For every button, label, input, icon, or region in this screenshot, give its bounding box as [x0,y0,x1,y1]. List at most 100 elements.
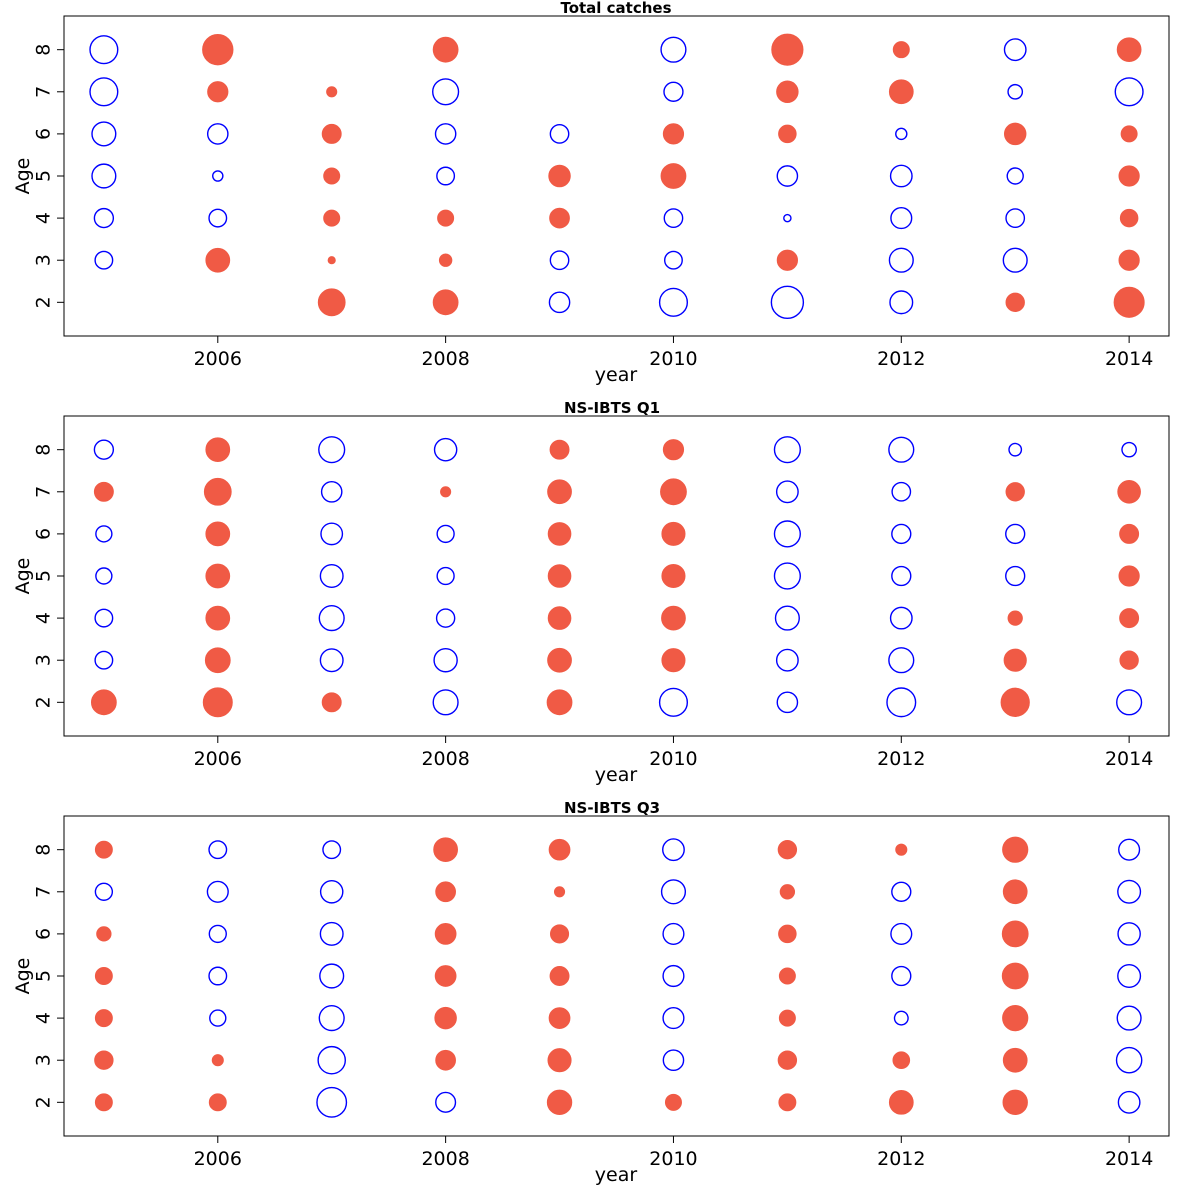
residual-bubble-positive [208,1093,227,1112]
residual-bubble-positive [207,81,229,103]
residual-bubble-positive [661,648,686,673]
residual-bubble-positive [1003,122,1027,146]
residual-bubble-negative [209,1009,227,1027]
residual-bubble-negative [1117,879,1142,904]
residual-bubble-positive [94,1009,113,1028]
residual-bubble-positive [779,884,796,900]
residual-bubble-positive [437,209,455,227]
residual-bubble-negative [208,924,227,944]
residual-bubble-negative [1114,77,1144,107]
residual-bubble-positive [660,478,687,506]
residual-bubble-negative [319,648,344,673]
residual-bubble-negative [889,606,913,630]
residual-bubble-negative [322,840,342,860]
x-tick-label: 2006 [194,348,242,370]
residual-bubble-positive [1007,610,1023,626]
residual-bubble-positive [94,840,113,859]
residual-bubble-negative [893,1010,909,1026]
residual-bubble-positive [434,1006,457,1030]
residual-bubble-negative [891,481,912,502]
residual-bubble-negative [891,565,912,587]
x-tick-label: 2010 [649,1148,697,1170]
residual-bubble-negative [208,966,228,986]
residual-bubble-negative [319,563,344,589]
residual-bubble-positive [90,689,117,716]
residual-bubble-negative [773,436,801,464]
residual-bubble-negative [1117,1090,1141,1114]
y-tick-label: 5 [33,170,55,182]
residual-bubble-positive [662,123,685,145]
residual-bubble-negative [775,480,799,504]
residual-bubble-negative [432,689,459,716]
residual-bubble-positive [548,1007,571,1029]
residual-bubble-positive [1119,650,1139,670]
residual-bubble-positive [205,605,231,631]
residual-bubble-positive [205,521,231,547]
residual-bubble-negative [1005,523,1026,545]
residual-bubble-positive [547,479,572,505]
residual-bubble-positive [1002,879,1028,905]
residual-bubble-negative [889,164,913,188]
residual-bubble-negative [773,520,801,548]
residual-bubble-positive [205,247,231,273]
residual-bubble-negative [775,648,799,672]
residual-bubble-positive [778,967,796,985]
residual-bubble-positive [434,923,457,945]
y-tick-label: 8 [33,444,55,456]
residual-bubble-negative [208,840,228,860]
residual-bubble-negative [549,124,570,144]
residual-bubble-positive [1002,1005,1029,1032]
y-axis: 2 3 4 5 6 7 8 [33,444,64,708]
residual-bubble-negative [890,207,913,230]
residual-bubble-negative [886,687,917,718]
y-tick-label: 4 [33,212,55,224]
residual-bubble-positive [771,33,804,66]
residual-bubble-negative [662,1049,685,1072]
residual-bubble-positive [1003,648,1027,672]
residual-bubble-negative [888,436,915,463]
residual-bubble-positive [547,564,572,588]
residual-bubble-negative [548,291,571,314]
residual-bubble-negative [95,525,113,543]
residual-bubble-positive [892,41,910,59]
residual-bubble-positive [660,163,687,189]
residual-bubble-negative [317,1045,346,1075]
panel-title: Total catches [560,0,671,17]
residual-bubble-negative [1116,1005,1142,1031]
residual-bubble-negative [549,250,570,271]
y-axis: 2 3 4 5 6 7 8 [33,44,64,308]
residual-bubble-positive [548,838,571,861]
y-tick-label: 2 [33,1096,55,1108]
residual-bubble-positive [433,837,458,863]
residual-bubble-negative [1002,247,1028,273]
bubble-layer [90,436,1143,718]
residual-bubble-negative [888,647,915,674]
residual-bubble-positive [549,966,570,986]
residual-bubble-negative [206,123,229,145]
residual-bubble-positive [1118,165,1140,187]
panel-title: NS-IBTS Q3 [564,799,660,817]
residual-bubble-negative [319,921,344,946]
y-tick-label: 4 [33,1012,55,1024]
residual-bubble-negative [434,123,457,145]
residual-bubble-negative [93,439,115,460]
panel-ns-ibts-q1: NS-IBTS Q1 2006 2008 2010 2012 2014 2345678 … [12,399,1170,786]
residual-bubble-positive [1000,687,1030,717]
residual-bubble-negative [94,250,114,270]
residual-bubble-positive [323,209,341,227]
residual-bubble-negative [1007,83,1024,100]
residual-bubble-negative [1003,38,1027,62]
residual-bubble-positive [547,647,572,673]
residual-bubble-negative [91,121,117,147]
residual-bubble-positive [435,1049,456,1071]
residual-bubble-positive [204,647,231,674]
residual-bubble-negative [1008,442,1023,457]
residual-bubble-positive [1120,125,1138,143]
residual-bubble-positive [547,1048,572,1073]
residual-bubble-negative [436,566,455,586]
residual-bubble-positive [548,164,571,188]
residual-bubble-positive [205,563,231,589]
y-tick-label: 5 [33,570,55,582]
residual-bubble-negative [888,247,914,273]
